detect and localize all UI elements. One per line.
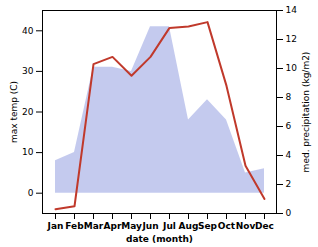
svg-text:May: May (121, 221, 142, 231)
svg-text:0: 0 (28, 188, 34, 198)
svg-text:Jun: Jun (141, 221, 158, 231)
svg-text:10: 10 (286, 63, 298, 73)
svg-text:Jan: Jan (47, 221, 64, 231)
svg-text:Aug: Aug (179, 221, 199, 231)
svg-text:Apr: Apr (104, 221, 122, 231)
svg-text:Mar: Mar (84, 221, 104, 231)
svg-text:20: 20 (22, 107, 34, 117)
svg-text:0: 0 (286, 208, 292, 218)
svg-text:40: 40 (22, 26, 34, 36)
svg-text:Nov: Nov (236, 221, 256, 231)
svg-text:med. precipitation (kg/m2): med. precipitation (kg/m2) (301, 52, 311, 173)
svg-text:12: 12 (286, 34, 297, 44)
svg-text:Dec: Dec (255, 221, 274, 231)
svg-text:6: 6 (286, 121, 292, 131)
svg-text:8: 8 (286, 92, 292, 102)
svg-text:2: 2 (286, 179, 292, 189)
svg-text:14: 14 (286, 5, 298, 15)
svg-text:Sep: Sep (198, 221, 218, 231)
svg-text:10: 10 (22, 147, 34, 157)
svg-text:max temp (C): max temp (C) (9, 81, 19, 143)
svg-text:4: 4 (286, 150, 292, 160)
svg-text:Jul: Jul (162, 221, 176, 231)
svg-text:30: 30 (22, 66, 34, 76)
svg-text:Oct: Oct (218, 221, 236, 231)
svg-text:date (month): date (month) (126, 234, 193, 244)
svg-text:Feb: Feb (65, 221, 84, 231)
